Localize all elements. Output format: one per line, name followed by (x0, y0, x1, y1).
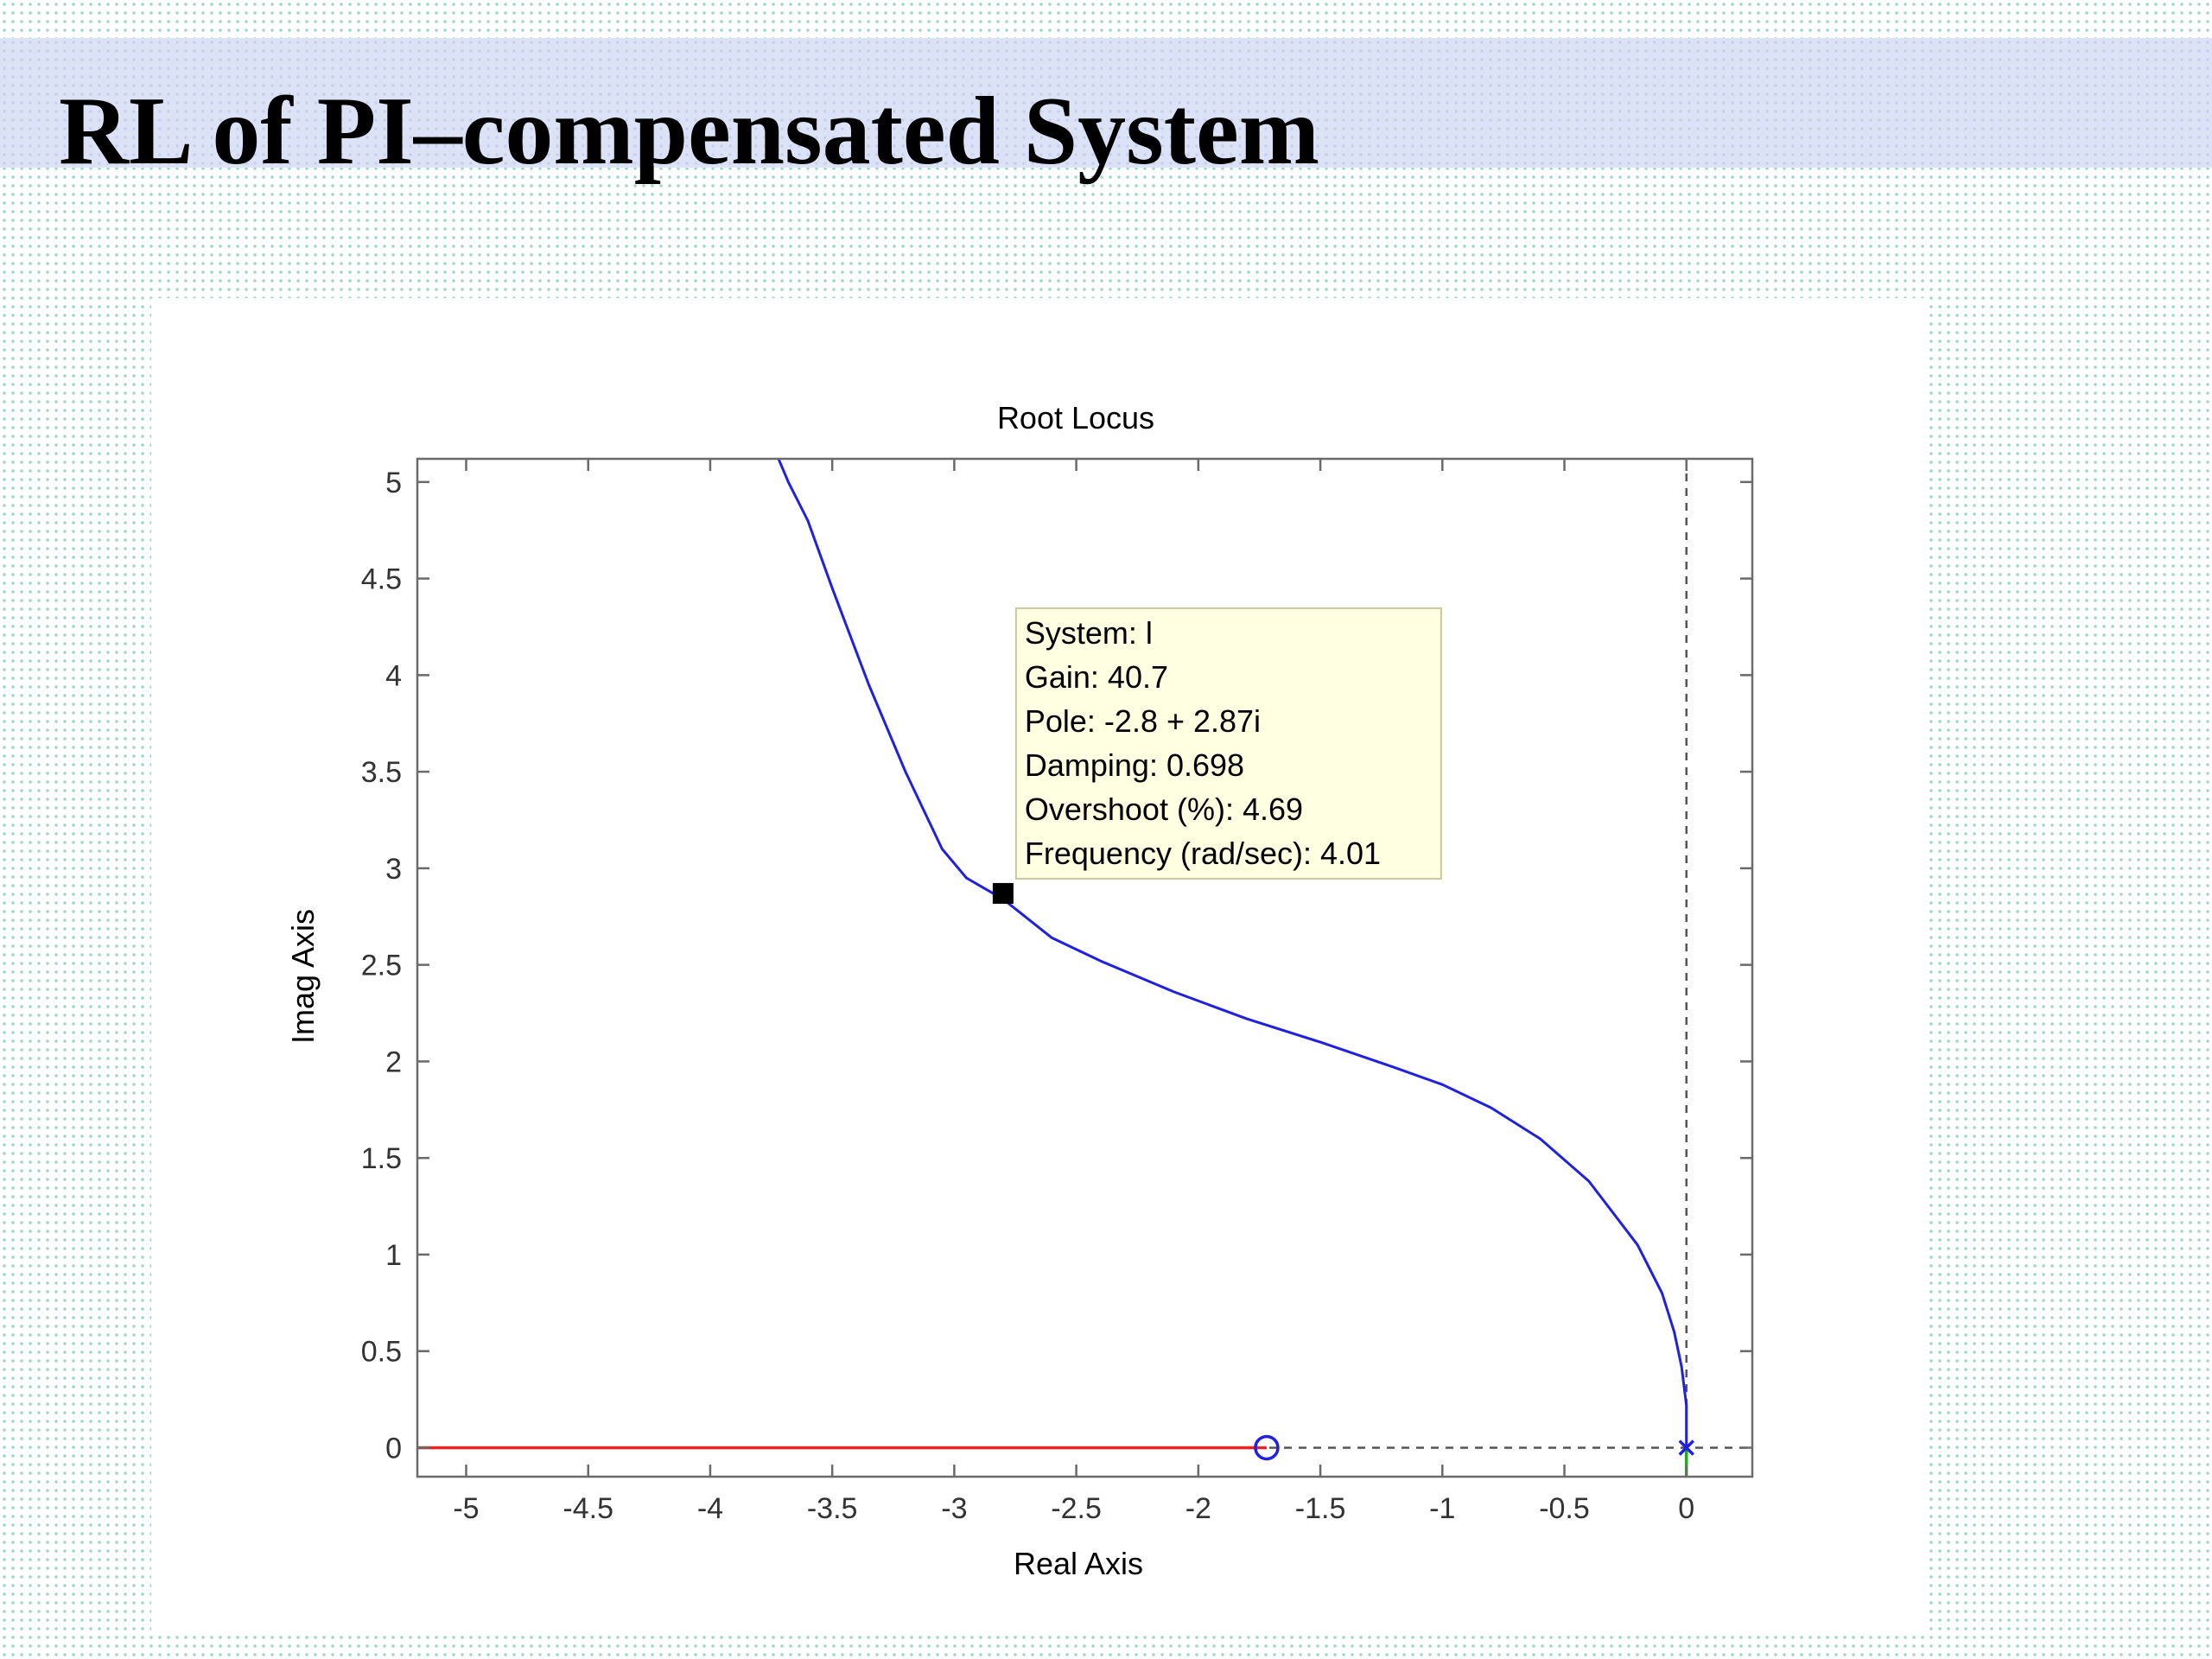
y-tick-label: 2.5 (361, 950, 402, 982)
locus-branch-1 (777, 459, 1688, 1448)
x-tick-label: -2.5 (1051, 1492, 1102, 1525)
datatip-line: System: l (1025, 615, 1153, 651)
pole-zero-markers (1254, 1434, 1694, 1461)
y-tick-label: 2 (385, 1046, 402, 1078)
x-tick-label: 0 (1678, 1492, 1694, 1525)
y-tick-labels: 0 0.5 1 1.5 2 2.5 3 3.5 4 4.5 5 (361, 467, 402, 1465)
y-tick-label: 3 (385, 853, 402, 886)
datatip-line: Pole: -2.8 + 2.87i (1025, 703, 1261, 739)
x-tick-label: -0.5 (1539, 1492, 1590, 1525)
x-tick-labels: -5 -4.5 -4 -3.5 -3 -2.5 -2 -1.5 -1 -0.5 0 (453, 1492, 1694, 1525)
datatip-line: Damping: 0.698 (1025, 747, 1244, 783)
x-tick-label: -1.5 (1295, 1492, 1346, 1525)
root-locus-chart: -5 -4.5 -4 -3.5 -3 -2.5 -2 -1.5 -1 -0.5 0 0 0.5 1 1.5… (285, 400, 1754, 1581)
x-tick-label: -4 (697, 1492, 723, 1525)
title-band: RL of PI–compensated System (0, 38, 2212, 185)
datatip-line: Gain: 40.7 (1025, 659, 1168, 695)
y-tick-label: 5 (385, 467, 402, 499)
x-tick-label: -5 (453, 1492, 479, 1525)
chart-title: Root Locus (997, 400, 1154, 435)
y-tick-label: 1 (385, 1239, 402, 1272)
y-tick-label: 1.5 (361, 1142, 402, 1175)
x-tick-label: -3.5 (807, 1492, 858, 1525)
y-tick-label: 0.5 (361, 1336, 402, 1369)
tick-marks (417, 459, 1752, 1477)
y-tick-label: 4 (385, 659, 402, 692)
datatip[interactable]: System: l Gain: 40.7 Pole: -2.8 + 2.87i Dam… (992, 607, 1442, 904)
plot-frame (416, 457, 1754, 1478)
figure-panel: -5 -4.5 -4 -3.5 -3 -2.5 -2 -1.5 -1 -0.5 0 0 0.5 1 1.5… (151, 298, 1927, 1633)
y-tick-label: 0 (385, 1432, 402, 1465)
y-tick-label: 4.5 (361, 563, 402, 596)
datatip-box (1014, 607, 1442, 880)
x-tick-label: -1 (1429, 1492, 1455, 1525)
x-tick-label: -3 (941, 1492, 967, 1525)
datatip-line: Overshoot (%): 4.69 (1025, 791, 1303, 827)
slide-title: RL of PI–compensated System (59, 78, 1320, 185)
y-axis-label: Imag Axis (285, 909, 321, 1044)
datatip-line: Frequency (rad/sec): 4.01 (1025, 836, 1381, 871)
datatip-marker (992, 882, 1014, 904)
y-tick-label: 3.5 (361, 756, 402, 789)
x-tick-label: -2 (1185, 1492, 1211, 1525)
x-axis-label: Real Axis (1014, 1546, 1143, 1581)
pole-marker-1 (1678, 1440, 1694, 1456)
x-tick-label: -4.5 (563, 1492, 613, 1525)
zero-marker-1 (1254, 1434, 1280, 1461)
